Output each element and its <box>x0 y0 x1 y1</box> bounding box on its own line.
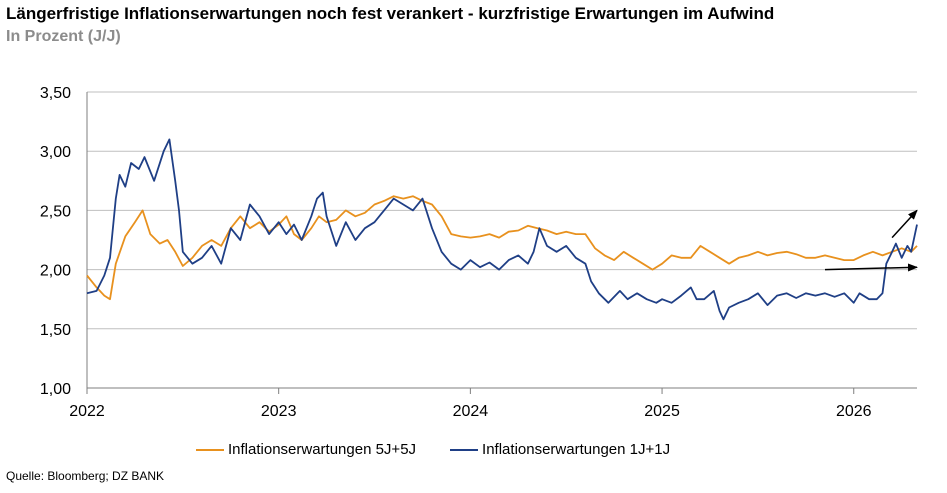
line-chart: 1,00 1,50 2,00 2,50 3,00 3,50 2022 2023 2024 2025… <box>40 85 918 420</box>
x-tick-label: 2026 <box>836 403 872 420</box>
source-note: Quelle: Bloomberg; DZ BANK <box>6 469 165 483</box>
chart-legend: Inflationserwartungen 5J+5J Inflationser… <box>196 441 704 458</box>
y-tick-label: 1,50 <box>40 322 71 339</box>
chart-title: Längerfristige Inflationserwartungen noc… <box>6 4 775 23</box>
x-tick-label: 2024 <box>453 403 489 420</box>
legend-label-5y5y: Inflationserwartungen 5J+5J <box>228 441 417 458</box>
series-line-5y5y <box>86 195 918 301</box>
y-tick-label: 2,00 <box>40 263 71 280</box>
series-line-1y1y <box>86 138 918 321</box>
legend-item-5y5y: Inflationserwartungen 5J+5J <box>196 441 416 458</box>
y-tick-label: 2,50 <box>40 203 71 220</box>
y-tick-label: 3,50 <box>40 85 71 102</box>
chart-subtitle: In Prozent (J/J) <box>6 28 121 45</box>
legend-swatch-5y5y <box>196 448 224 451</box>
x-tick-label: 2022 <box>69 403 105 420</box>
legend-item-1y1y: Inflationserwartungen 1J+1J <box>450 441 670 458</box>
legend-swatch-1y1y <box>450 448 479 451</box>
x-tick-label: 2023 <box>261 403 297 420</box>
x-tick-label: 2025 <box>644 403 680 420</box>
y-tick-label: 3,00 <box>40 144 71 161</box>
annotation-arrow <box>891 209 918 239</box>
y-tick-label: 1,00 <box>40 381 71 398</box>
legend-label-1y1y: Inflationserwartungen 1J+1J <box>482 441 671 458</box>
annotation-arrow <box>824 263 918 272</box>
